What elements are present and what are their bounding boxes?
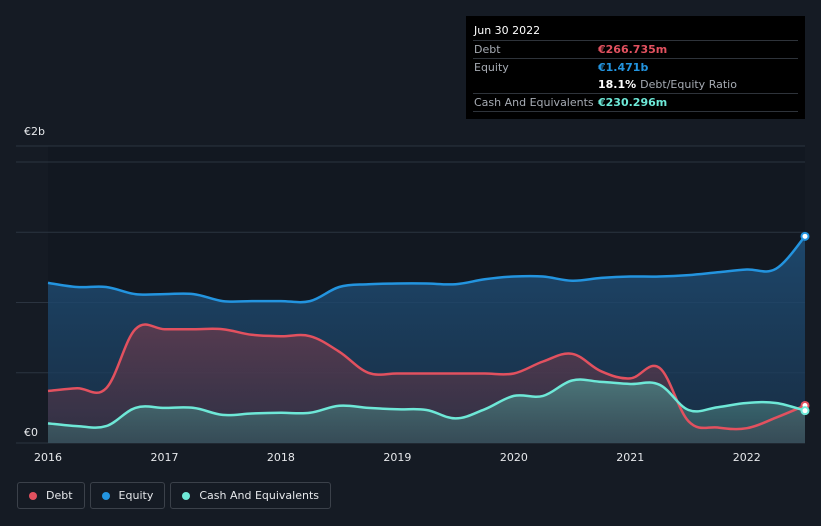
tooltip-debt-value: €266.735m [598, 43, 668, 56]
x-tick-2019: 2019 [383, 451, 411, 464]
x-tick-2020: 2020 [500, 451, 528, 464]
cash-end-marker [800, 406, 810, 416]
chart-legend: Debt Equity Cash And Equivalents [17, 482, 336, 510]
legend-cash-label: Cash And Equivalents [199, 489, 319, 502]
tooltip-ratio-label: Debt/Equity Ratio [640, 78, 737, 91]
tooltip-debt-row: Debt €266.735m [473, 40, 798, 58]
tooltip-equity-label: Equity [474, 61, 509, 74]
tooltip-ratio-row: 18.1% Debt/Equity Ratio [473, 76, 798, 93]
tooltip-panel: Jun 30 2022 Debt €266.735m Equity €1.471… [466, 16, 805, 119]
debt-line [47, 323, 806, 431]
y-tick-1: €2b [24, 125, 45, 138]
x-tick-2016: 2016 [34, 451, 62, 464]
tooltip-cash-label: Cash And Equivalents [474, 96, 594, 109]
equity-end-marker [800, 231, 810, 241]
equity-dot-icon [101, 491, 110, 500]
equity-line [47, 235, 806, 304]
x-tick-2022: 2022 [733, 451, 761, 464]
cash-dot-icon [182, 491, 191, 500]
legend-debt-label: Debt [46, 489, 73, 502]
legend-item-cash[interactable]: Cash And Equivalents [170, 482, 331, 509]
tooltip-cash-value: €230.296m [598, 96, 668, 109]
tooltip-date: Jun 30 2022 [474, 24, 541, 37]
tooltip-ratio-value: 18.1% [598, 78, 637, 91]
x-tick-2021: 2021 [616, 451, 644, 464]
tooltip-cash-row: Cash And Equivalents €230.296m [473, 93, 798, 112]
debt-dot-icon [29, 491, 37, 500]
tooltip-equity-row: Equity €1.471b [473, 58, 798, 76]
cash-area [48, 379, 805, 443]
x-tick-2018: 2018 [267, 451, 295, 464]
legend-item-equity[interactable]: Equity [89, 482, 166, 509]
y-tick-0: €0 [24, 426, 38, 439]
legend-item-debt[interactable]: Debt [17, 482, 85, 509]
x-tick-2017: 2017 [150, 451, 178, 464]
tooltip-equity-value: €1.471b [598, 61, 649, 74]
tooltip-debt-label: Debt [474, 43, 501, 56]
legend-equity-label: Equity [118, 489, 154, 502]
cash-line [47, 378, 806, 429]
